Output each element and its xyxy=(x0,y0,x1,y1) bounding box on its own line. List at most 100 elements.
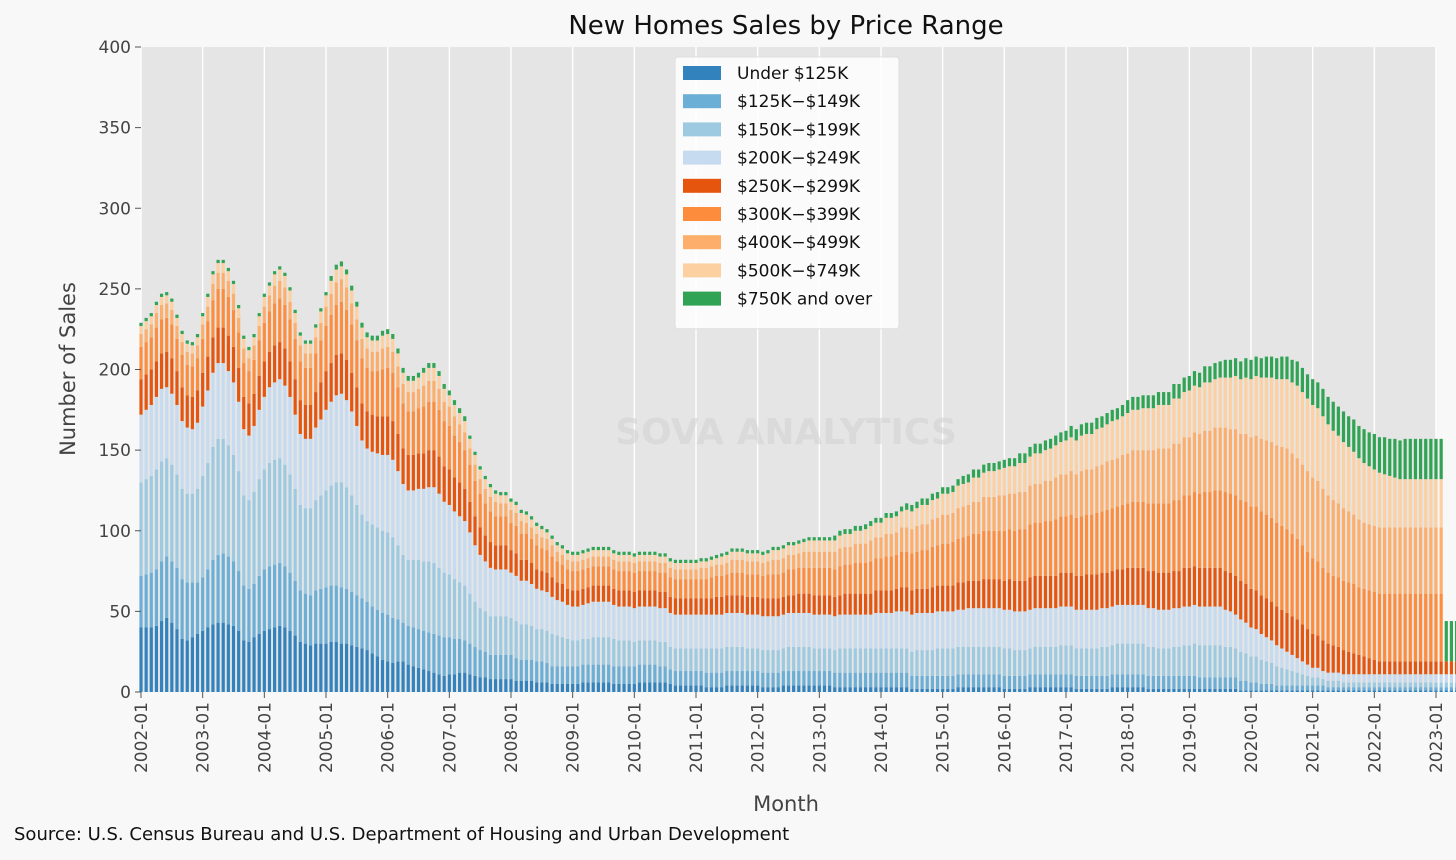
bar-segment xyxy=(303,340,308,344)
bar-segment xyxy=(971,608,976,647)
bar-segment xyxy=(560,545,564,549)
bar-segment xyxy=(1454,687,1456,691)
bar-segment xyxy=(355,387,359,426)
bar-segment xyxy=(843,546,847,565)
bar-segment xyxy=(226,271,230,281)
bar-segment xyxy=(478,493,482,528)
bar-segment xyxy=(1341,580,1346,651)
bar-segment xyxy=(740,612,744,647)
bar-segment xyxy=(493,516,498,546)
bar-segment xyxy=(324,643,328,693)
bar-segment xyxy=(1208,606,1212,646)
bar-segment xyxy=(1280,685,1284,691)
bar-segment xyxy=(190,366,194,397)
bar-segment xyxy=(411,666,415,692)
bar-segment xyxy=(653,561,657,572)
bar-segment xyxy=(1244,622,1248,654)
bar-segment xyxy=(226,296,230,336)
bar-segment xyxy=(427,401,431,451)
bar-segment xyxy=(1038,483,1042,523)
bar-segment xyxy=(1182,645,1186,676)
bar-segment xyxy=(247,642,251,692)
bar-segment xyxy=(355,340,359,388)
bar-segment xyxy=(833,540,837,552)
bar-segment xyxy=(1357,690,1361,692)
bar-segment xyxy=(1136,396,1140,410)
bar-segment xyxy=(437,388,441,410)
bar-segment xyxy=(226,624,230,692)
bar-segment xyxy=(899,511,904,528)
bar-segment xyxy=(581,588,585,605)
bar-segment xyxy=(1336,577,1340,647)
bar-segment xyxy=(1028,524,1032,578)
bar-segment xyxy=(627,571,631,591)
bar-segment xyxy=(1275,666,1279,686)
bar-segment xyxy=(1192,604,1197,644)
bar-segment xyxy=(833,616,837,651)
bar-segment xyxy=(786,554,791,570)
bar-segment xyxy=(792,595,796,613)
bar-segment xyxy=(437,456,441,494)
bar-segment xyxy=(1198,688,1202,692)
bar-segment xyxy=(329,585,333,643)
bar-segment xyxy=(678,614,683,649)
bar-segment xyxy=(1439,479,1443,528)
bar-segment xyxy=(812,537,816,541)
bar-segment xyxy=(612,683,616,692)
bar-segment xyxy=(730,559,734,573)
bar-segment xyxy=(910,553,914,591)
bar-segment xyxy=(591,682,595,692)
bar-segment xyxy=(1172,688,1176,692)
bar-segment xyxy=(308,353,313,368)
bar-segment xyxy=(1413,674,1418,683)
bar-segment xyxy=(961,646,965,675)
bar-segment xyxy=(273,459,277,565)
bar-segment xyxy=(678,671,683,686)
bar-segment xyxy=(750,671,755,686)
bar-segment xyxy=(411,454,415,491)
bar-segment xyxy=(684,598,688,615)
bar-segment xyxy=(1198,493,1202,568)
bar-segment xyxy=(961,674,965,688)
bar-segment xyxy=(159,293,164,297)
bar-segment xyxy=(987,530,991,580)
bar-segment xyxy=(601,585,606,602)
bar-segment xyxy=(833,551,837,570)
bar-segment xyxy=(406,392,410,412)
bar-segment xyxy=(339,261,344,267)
bar-segment xyxy=(699,685,703,692)
bar-segment xyxy=(185,493,189,583)
bar-segment xyxy=(730,551,734,560)
bar-segment xyxy=(1023,529,1027,581)
x-tick-label: 2018-01 xyxy=(1119,702,1139,773)
bar-segment xyxy=(1100,416,1104,428)
bar-segment xyxy=(468,501,472,533)
bar-segment xyxy=(1126,674,1130,688)
bar-segment xyxy=(668,669,672,684)
bar-segment xyxy=(951,648,955,676)
bar-segment xyxy=(596,601,600,638)
bar-segment xyxy=(432,563,436,634)
bar-segment xyxy=(1434,438,1438,480)
bar-segment xyxy=(987,687,991,692)
bar-segment xyxy=(149,337,153,370)
bar-segment xyxy=(1198,567,1202,607)
bar-segment xyxy=(1120,569,1125,605)
legend-label: Under $125K xyxy=(737,64,849,84)
bar-segment xyxy=(848,672,852,688)
bar-segment xyxy=(1383,690,1387,692)
bar-segment xyxy=(1182,377,1186,393)
bar-segment xyxy=(308,645,313,692)
bar-segment xyxy=(242,640,246,692)
bar-segment xyxy=(288,319,292,362)
bar-segment xyxy=(586,548,590,552)
bar-segment xyxy=(863,543,868,563)
bar-segment xyxy=(1233,648,1238,678)
bar-segment xyxy=(632,592,636,609)
bar-segment xyxy=(540,548,544,572)
bar-segment xyxy=(709,577,714,599)
bar-segment xyxy=(560,666,564,684)
bar-segment xyxy=(966,674,970,688)
bar-segment xyxy=(1064,572,1068,607)
bar-segment xyxy=(797,553,801,568)
